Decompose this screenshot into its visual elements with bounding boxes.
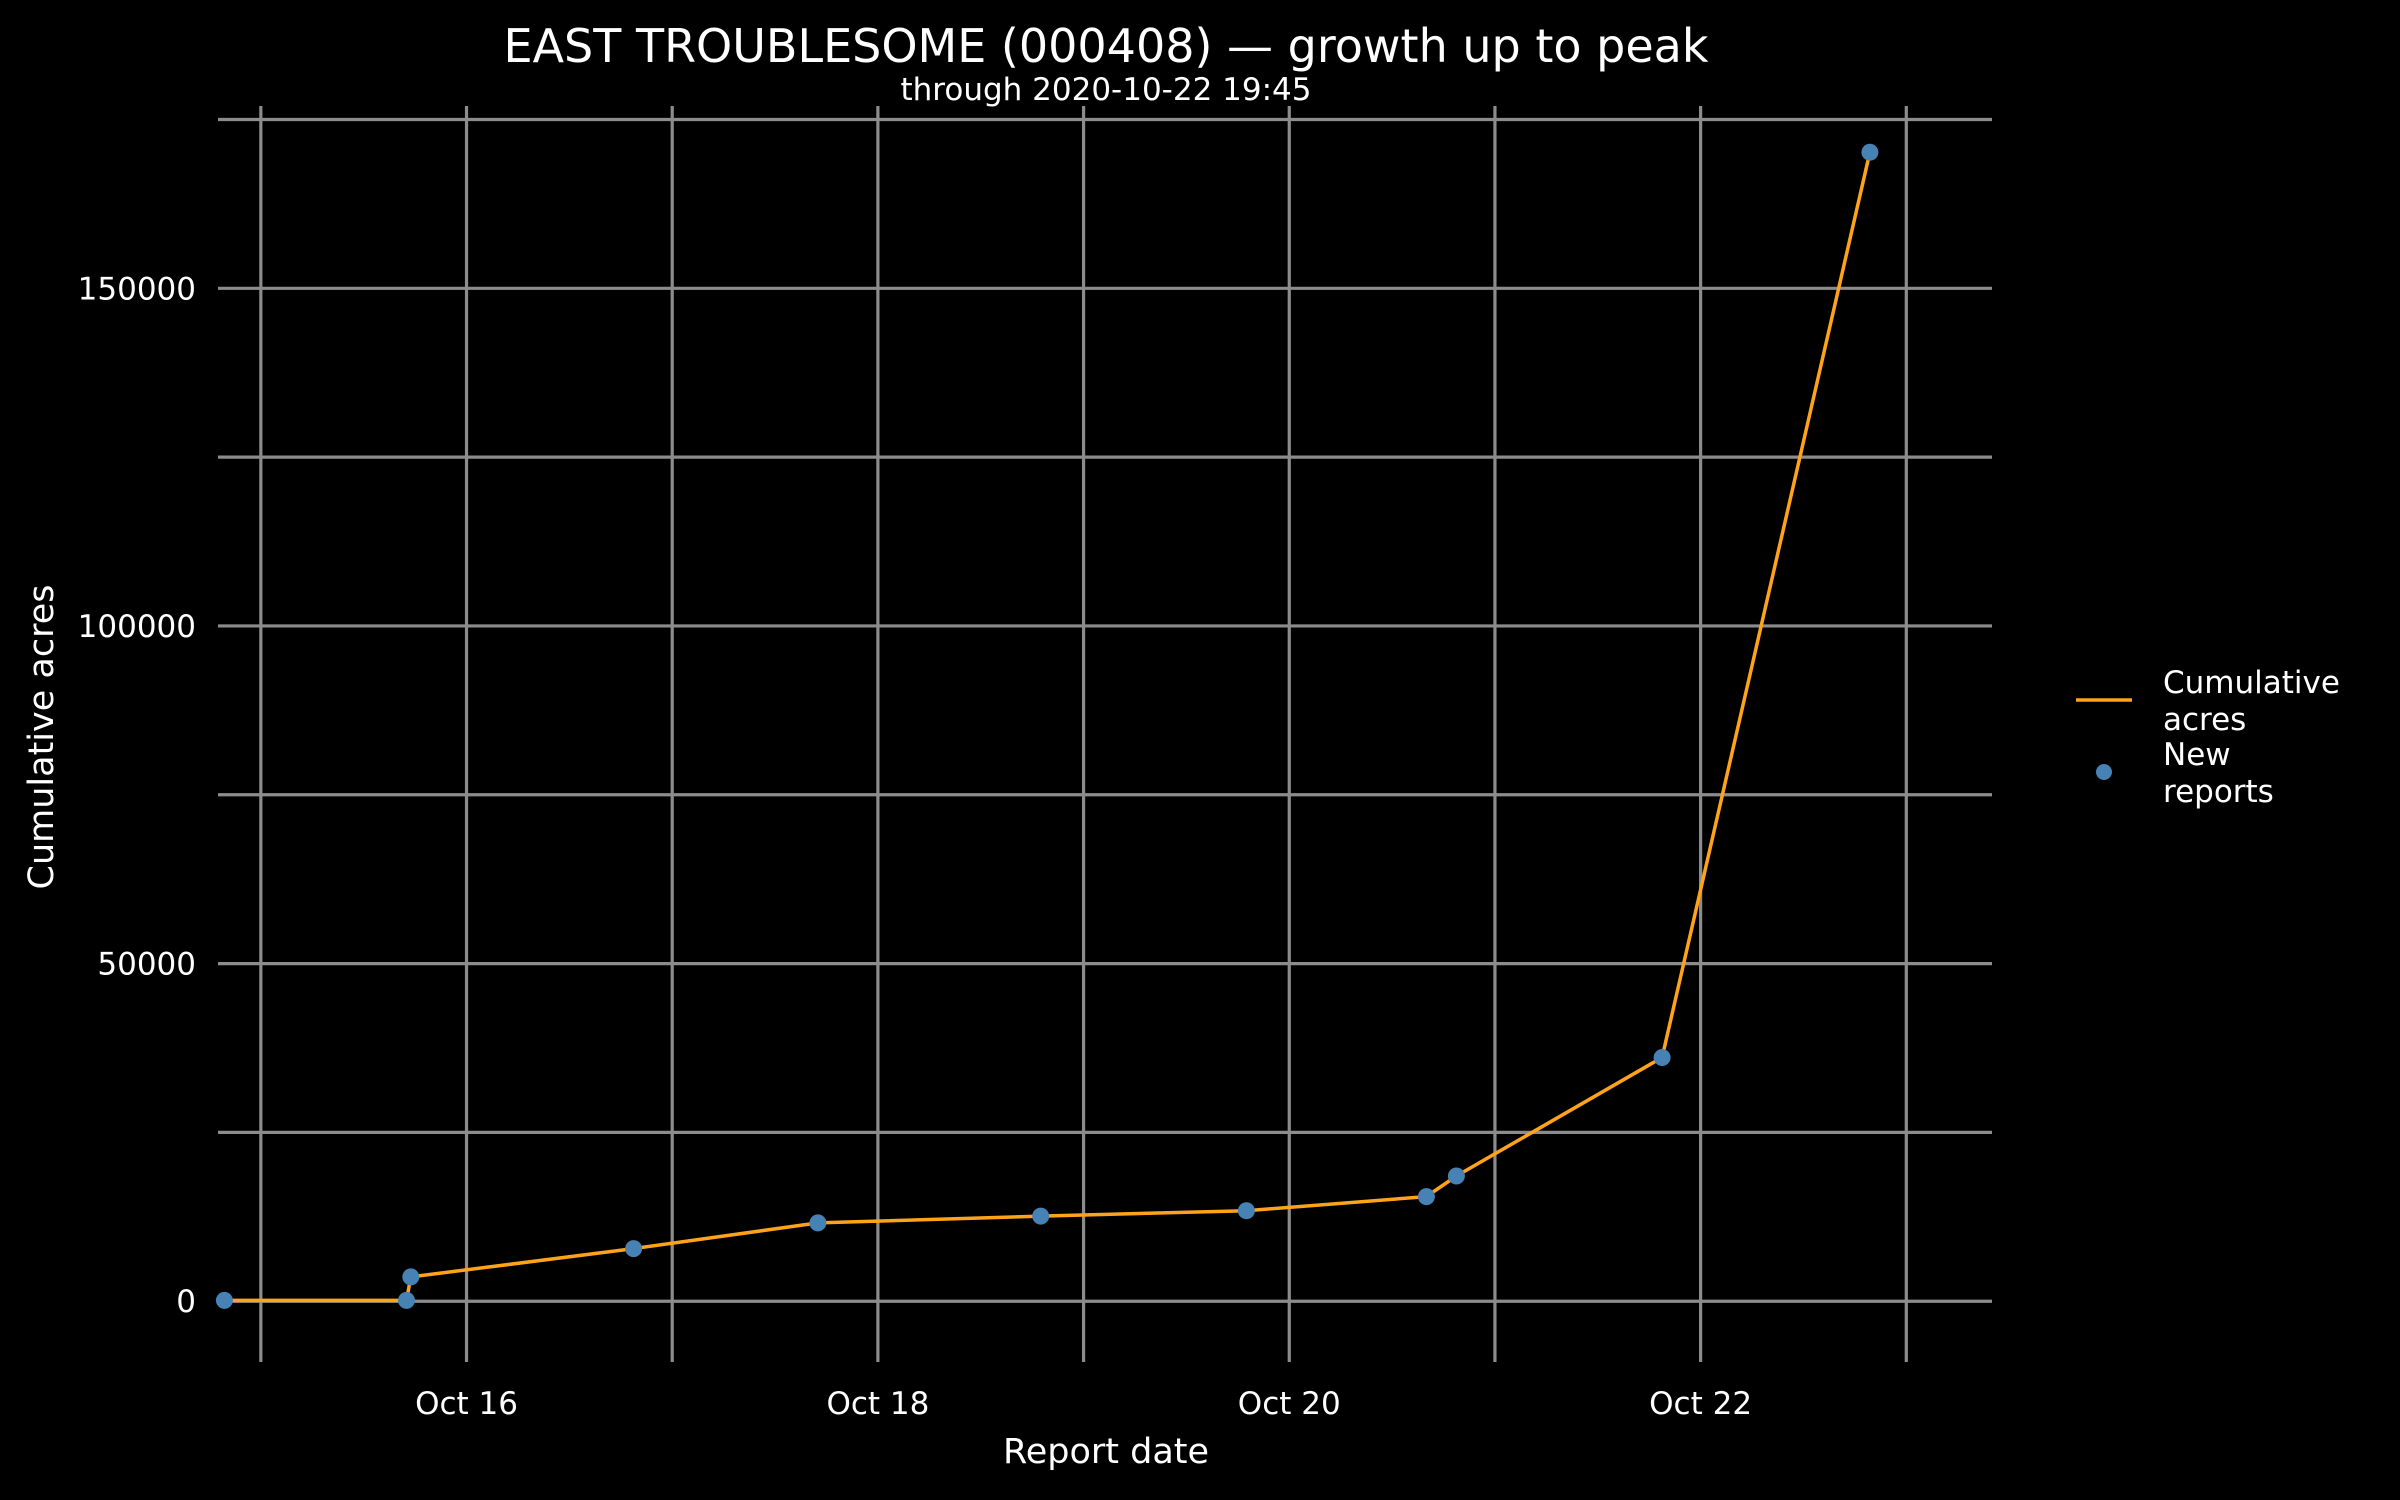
legend-point-swatch	[2096, 764, 2112, 780]
x-axis: Oct 16 Oct 18 Oct 20 Oct 22	[415, 1386, 1752, 1422]
x-tick-label: Oct 18	[826, 1386, 929, 1422]
legend-label-line-2: reports	[2163, 774, 2274, 810]
y-axis-label: Cumulative acres	[22, 585, 62, 890]
y-tick-label: 0	[176, 1284, 196, 1320]
data-point	[402, 1268, 420, 1286]
series-points-new-reports	[215, 143, 1879, 1309]
data-point	[398, 1291, 415, 1309]
x-tick-label: Oct 16	[415, 1386, 518, 1422]
data-point	[625, 1240, 643, 1258]
data-point	[1237, 1202, 1255, 1220]
y-tick-label: 150000	[78, 271, 196, 307]
x-axis-label: Report date	[1003, 1432, 1209, 1472]
data-point	[1447, 1167, 1465, 1185]
x-tick-label: Oct 22	[1649, 1386, 1752, 1422]
y-axis: 0 50000 100000 150000	[78, 271, 196, 1320]
chart-title: EAST TROUBLESOME (000408) — growth up to…	[504, 19, 1709, 73]
data-point	[1417, 1188, 1435, 1206]
data-point	[215, 1291, 233, 1309]
data-point	[1032, 1207, 1050, 1225]
y-tick-label: 50000	[97, 947, 196, 983]
y-tick-label: 100000	[78, 609, 196, 645]
legend-label-line-1: Cumulative	[2163, 665, 2340, 701]
chart-subtitle: through 2020-10-22 19:45	[900, 72, 1311, 108]
x-tick-label: Oct 20	[1238, 1386, 1341, 1422]
data-point	[1861, 143, 1879, 161]
legend-label-line-2: acres	[2163, 702, 2246, 738]
legend: Cumulative acres New reports	[2076, 665, 2350, 810]
grid	[218, 106, 1992, 1362]
data-point	[1653, 1049, 1671, 1066]
series-line-cumulative-acres	[224, 151, 1872, 1303]
legend-label-new-reports: New reports	[2163, 737, 2274, 810]
data-point	[809, 1214, 827, 1232]
legend-label-cumulative-acres: Cumulative acres	[2163, 665, 2350, 738]
legend-label-line-1: New	[2163, 737, 2231, 773]
